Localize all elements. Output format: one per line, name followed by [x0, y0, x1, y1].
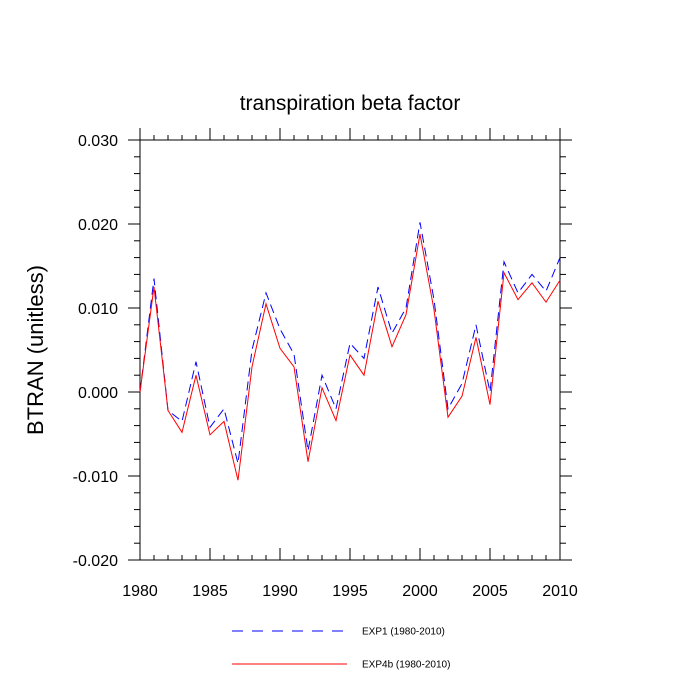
y-tick-label: -0.010	[73, 469, 118, 486]
x-tick-label: 1980	[122, 583, 158, 600]
y-tick-label: 0.020	[78, 217, 118, 234]
x-tick-label: 1985	[192, 583, 228, 600]
x-tick-label: 1990	[262, 583, 298, 600]
x-tick-label: 1995	[332, 583, 368, 600]
axis-ticks	[128, 128, 572, 561]
axis-tick-labels: 1980 1985 1990 1995 2000 2005 2010 -0.020 -0.010…	[73, 133, 578, 600]
y-tick-label: 0.000	[78, 385, 118, 402]
y-tick-label: -0.020	[73, 553, 118, 570]
legend-label-1: EXP1 (1980-2010)	[362, 627, 445, 638]
y-tick-label: 0.010	[78, 301, 118, 318]
plot-frame	[139, 139, 561, 561]
y-tick-label: 0.030	[78, 133, 118, 150]
x-tick-label: 2010	[542, 583, 578, 600]
y-axis-label: BTRAN (unitless)	[23, 265, 48, 435]
legend: EXP1 (1980-2010) EXP4b (1980-2010)	[232, 627, 450, 671]
x-tick-label: 2000	[402, 583, 438, 600]
x-tick-label: 2005	[472, 583, 508, 600]
data-series	[139, 222, 561, 481]
series-line-2	[139, 233, 561, 481]
series-line-1	[139, 222, 561, 464]
chart-title: transpiration beta factor	[240, 92, 461, 115]
legend-label-2: EXP4b (1980-2010)	[362, 660, 450, 671]
